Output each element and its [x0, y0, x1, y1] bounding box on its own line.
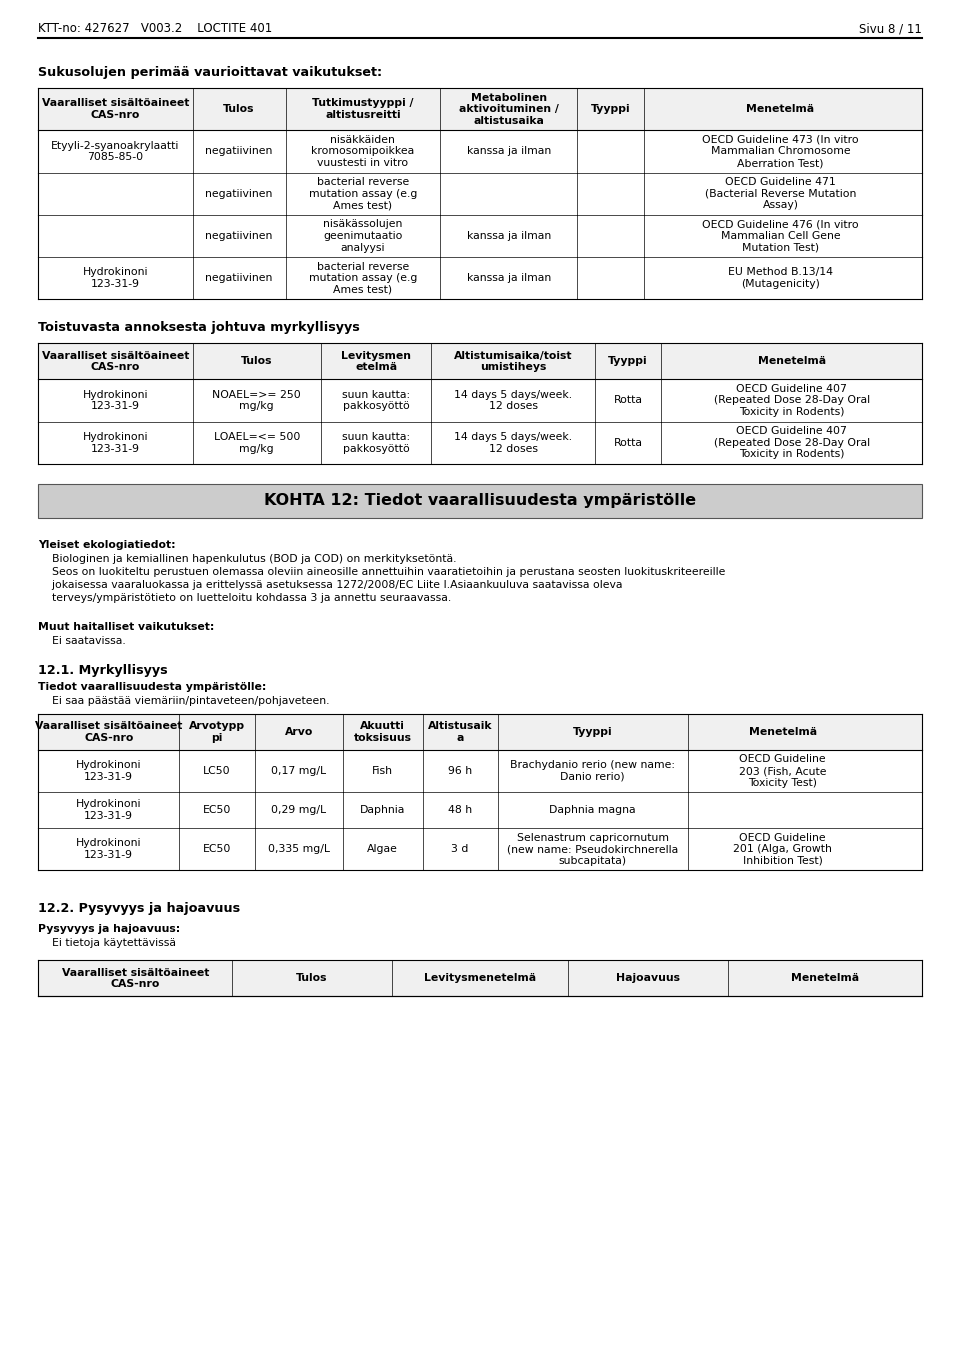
Text: OECD Guideline 476 (In vitro
Mammalian Cell Gene
Mutation Test): OECD Guideline 476 (In vitro Mammalian C…: [703, 219, 859, 253]
Text: 14 days 5 days/week.
12 doses: 14 days 5 days/week. 12 doses: [454, 390, 572, 412]
Text: Toistuvasta annoksesta johtuva myrkyllisyys: Toistuvasta annoksesta johtuva myrkyllis…: [38, 321, 360, 334]
Text: EC50: EC50: [203, 845, 231, 854]
Text: Tulos: Tulos: [297, 974, 327, 983]
Text: Hydrokinoni
123-31-9: Hydrokinoni 123-31-9: [76, 799, 141, 821]
Text: Arvotypp
pi: Arvotypp pi: [189, 722, 245, 743]
Text: Daphnia: Daphnia: [360, 806, 405, 815]
Text: Menetelmä: Menetelmä: [747, 104, 815, 114]
Text: Biologinen ja kemiallinen hapenkulutus (BOD ja COD) on merkityksetöntä.: Biologinen ja kemiallinen hapenkulutus (…: [38, 554, 457, 563]
Text: kanssa ja ilman: kanssa ja ilman: [467, 146, 551, 157]
Text: negatiivinen: negatiivinen: [205, 274, 273, 283]
Text: Rotta: Rotta: [613, 437, 642, 448]
Text: EU Method B.13/14
(Mutagenicity): EU Method B.13/14 (Mutagenicity): [728, 267, 833, 288]
Text: Seos on luokiteltu perustuen olemassa oleviin aineosille annettuihin vaaratietoi: Seos on luokiteltu perustuen olemassa ol…: [38, 567, 726, 577]
Text: suun kautta:
pakkosyöttö: suun kautta: pakkosyöttö: [342, 390, 410, 412]
Text: LOAEL=<= 500
mg/kg: LOAEL=<= 500 mg/kg: [214, 432, 300, 454]
Text: Vaaralliset sisältöaineet
CAS-nro: Vaaralliset sisältöaineet CAS-nro: [35, 722, 182, 743]
Text: Hydrokinoni
123-31-9: Hydrokinoni 123-31-9: [76, 760, 141, 781]
Text: NOAEL=>= 250
mg/kg: NOAEL=>= 250 mg/kg: [212, 390, 301, 412]
Text: Ei tietoja käytettävissä: Ei tietoja käytettävissä: [38, 938, 176, 948]
Text: Rotta: Rotta: [613, 395, 642, 405]
Bar: [38, 960, 922, 997]
Text: Vaaralliset sisältöaineet
CAS-nro: Vaaralliset sisältöaineet CAS-nro: [61, 968, 209, 990]
Text: Etyyli-2-syanoakrylaatti
7085-85-0: Etyyli-2-syanoakrylaatti 7085-85-0: [51, 141, 180, 162]
Text: kanssa ja ilman: kanssa ja ilman: [467, 274, 551, 283]
Text: Tyyppi: Tyyppi: [590, 104, 630, 114]
Text: Muut haitalliset vaikutukset:: Muut haitalliset vaikutukset:: [38, 621, 214, 632]
Text: OECD Guideline 473 (In vitro
Mammalian Chromosome
Aberration Test): OECD Guideline 473 (In vitro Mammalian C…: [703, 135, 859, 168]
Text: Tyyppi: Tyyppi: [609, 356, 648, 367]
Text: EC50: EC50: [203, 806, 231, 815]
Text: Menetelmä: Menetelmä: [757, 356, 826, 367]
Bar: [38, 483, 922, 517]
Text: OECD Guideline 471
(Bacterial Reverse Mutation
Assay): OECD Guideline 471 (Bacterial Reverse Mu…: [705, 177, 856, 210]
Text: Fish: Fish: [372, 766, 394, 776]
Text: KTT-no: 427627   V003.2    LOCTITE 401: KTT-no: 427627 V003.2 LOCTITE 401: [38, 22, 273, 35]
Text: Altistusaik
a: Altistusaik a: [428, 722, 492, 743]
Text: 12.1. Myrkyllisyys: 12.1. Myrkyllisyys: [38, 663, 168, 677]
Bar: [38, 714, 922, 750]
Text: Algae: Algae: [368, 845, 398, 854]
Text: negatiivinen: negatiivinen: [205, 146, 273, 157]
Text: Hydrokinoni
123-31-9: Hydrokinoni 123-31-9: [83, 267, 148, 288]
Text: Ei saatavissa.: Ei saatavissa.: [38, 636, 126, 646]
Text: Levitysmen
etelmä: Levitysmen etelmä: [341, 351, 411, 372]
Text: kanssa ja ilman: kanssa ja ilman: [467, 232, 551, 241]
Text: Akuutti
toksisuus: Akuutti toksisuus: [353, 722, 412, 743]
Text: Brachydanio rerio (new name:
Danio rerio): Brachydanio rerio (new name: Danio rerio…: [510, 760, 675, 781]
Text: Vaaralliset sisältöaineet
CAS-nro: Vaaralliset sisältöaineet CAS-nro: [41, 99, 189, 121]
Text: Tulos: Tulos: [224, 104, 254, 114]
Text: Vaaralliset sisältöaineet
CAS-nro: Vaaralliset sisältöaineet CAS-nro: [41, 351, 189, 372]
Text: Pysyvyys ja hajoavuus:: Pysyvyys ja hajoavuus:: [38, 925, 180, 934]
Text: Tulos: Tulos: [241, 356, 273, 367]
Text: 0,335 mg/L: 0,335 mg/L: [268, 845, 330, 854]
Text: KOHTA 12: Tiedot vaarallisuudesta ympäristölle: KOHTA 12: Tiedot vaarallisuudesta ympäri…: [264, 493, 696, 508]
Text: OECD Guideline 407
(Repeated Dose 28-Day Oral
Toxicity in Rodents): OECD Guideline 407 (Repeated Dose 28-Day…: [713, 385, 870, 417]
Text: Menetelmä: Menetelmä: [791, 974, 859, 983]
Text: nisäkässolujen
geenimutaatio
analyysi: nisäkässolujen geenimutaatio analyysi: [324, 219, 402, 253]
Bar: [38, 344, 922, 379]
Bar: [38, 88, 922, 130]
Text: 48 h: 48 h: [448, 806, 472, 815]
Text: 0,17 mg/L: 0,17 mg/L: [272, 766, 326, 776]
Text: Arvo: Arvo: [284, 727, 313, 737]
Text: Selenastrum capricornutum
(new name: Pseudokirchnerella
subcapitata): Selenastrum capricornutum (new name: Pse…: [507, 833, 679, 867]
Text: OECD Guideline 407
(Repeated Dose 28-Day Oral
Toxicity in Rodents): OECD Guideline 407 (Repeated Dose 28-Day…: [713, 427, 870, 459]
Text: 3 d: 3 d: [451, 845, 468, 854]
Text: Metabolinen
aktivoituminen /
altistusaika: Metabolinen aktivoituminen / altistusaik…: [459, 92, 559, 126]
Text: suun kautta:
pakkosyöttö: suun kautta: pakkosyöttö: [342, 432, 410, 454]
Text: jokaisessa vaaraluokassa ja erittelyssä asetuksessa 1272/2008/EC Liite I.Asiaank: jokaisessa vaaraluokassa ja erittelyssä …: [38, 580, 622, 590]
Text: Hajoavuus: Hajoavuus: [616, 974, 680, 983]
Text: Tyyppi: Tyyppi: [573, 727, 612, 737]
Text: OECD Guideline
203 (Fish, Acute
Toxicity Test): OECD Guideline 203 (Fish, Acute Toxicity…: [739, 754, 827, 788]
Text: 0,29 mg/L: 0,29 mg/L: [272, 806, 326, 815]
Text: negatiivinen: negatiivinen: [205, 232, 273, 241]
Text: Hydrokinoni
123-31-9: Hydrokinoni 123-31-9: [83, 390, 148, 412]
Text: Hydrokinoni
123-31-9: Hydrokinoni 123-31-9: [76, 838, 141, 860]
Text: 96 h: 96 h: [448, 766, 472, 776]
Text: 12.2. Pysyvyys ja hajoavuus: 12.2. Pysyvyys ja hajoavuus: [38, 902, 240, 915]
Text: Yleiset ekologiatiedot:: Yleiset ekologiatiedot:: [38, 540, 176, 550]
Text: Tutkimustyyppi /
altistusreitti: Tutkimustyyppi / altistusreitti: [312, 99, 414, 121]
Text: 14 days 5 days/week.
12 doses: 14 days 5 days/week. 12 doses: [454, 432, 572, 454]
Text: Altistumisaika/toist
umistiheys: Altistumisaika/toist umistiheys: [454, 351, 572, 372]
Text: bacterial reverse
mutation assay (e.g
Ames test): bacterial reverse mutation assay (e.g Am…: [309, 261, 417, 295]
Text: terveys/ympäristötieto on luetteloitu kohdassa 3 ja annettu seuraavassa.: terveys/ympäristötieto on luetteloitu ko…: [38, 593, 451, 603]
Text: Ei saa päästää viemäriin/pintaveteen/pohjaveteen.: Ei saa päästää viemäriin/pintaveteen/poh…: [38, 696, 329, 705]
Text: Daphnia magna: Daphnia magna: [549, 806, 636, 815]
Text: nisäkkäiden
kromosomipoikkea
vuustesti in vitro: nisäkkäiden kromosomipoikkea vuustesti i…: [311, 135, 415, 168]
Text: OECD Guideline
201 (Alga, Growth
Inhibition Test): OECD Guideline 201 (Alga, Growth Inhibit…: [733, 833, 832, 867]
Text: LC50: LC50: [204, 766, 230, 776]
Text: Hydrokinoni
123-31-9: Hydrokinoni 123-31-9: [83, 432, 148, 454]
Text: bacterial reverse
mutation assay (e.g
Ames test): bacterial reverse mutation assay (e.g Am…: [309, 177, 417, 210]
Text: Menetelmä: Menetelmä: [749, 727, 817, 737]
Text: Sivu 8 / 11: Sivu 8 / 11: [859, 22, 922, 35]
Text: Sukusolujen perimää vaurioittavat vaikutukset:: Sukusolujen perimää vaurioittavat vaikut…: [38, 66, 382, 79]
Text: Tiedot vaarallisuudesta ympäristölle:: Tiedot vaarallisuudesta ympäristölle:: [38, 682, 266, 692]
Text: negatiivinen: negatiivinen: [205, 188, 273, 199]
Text: Levitysmenetelmä: Levitysmenetelmä: [424, 974, 536, 983]
